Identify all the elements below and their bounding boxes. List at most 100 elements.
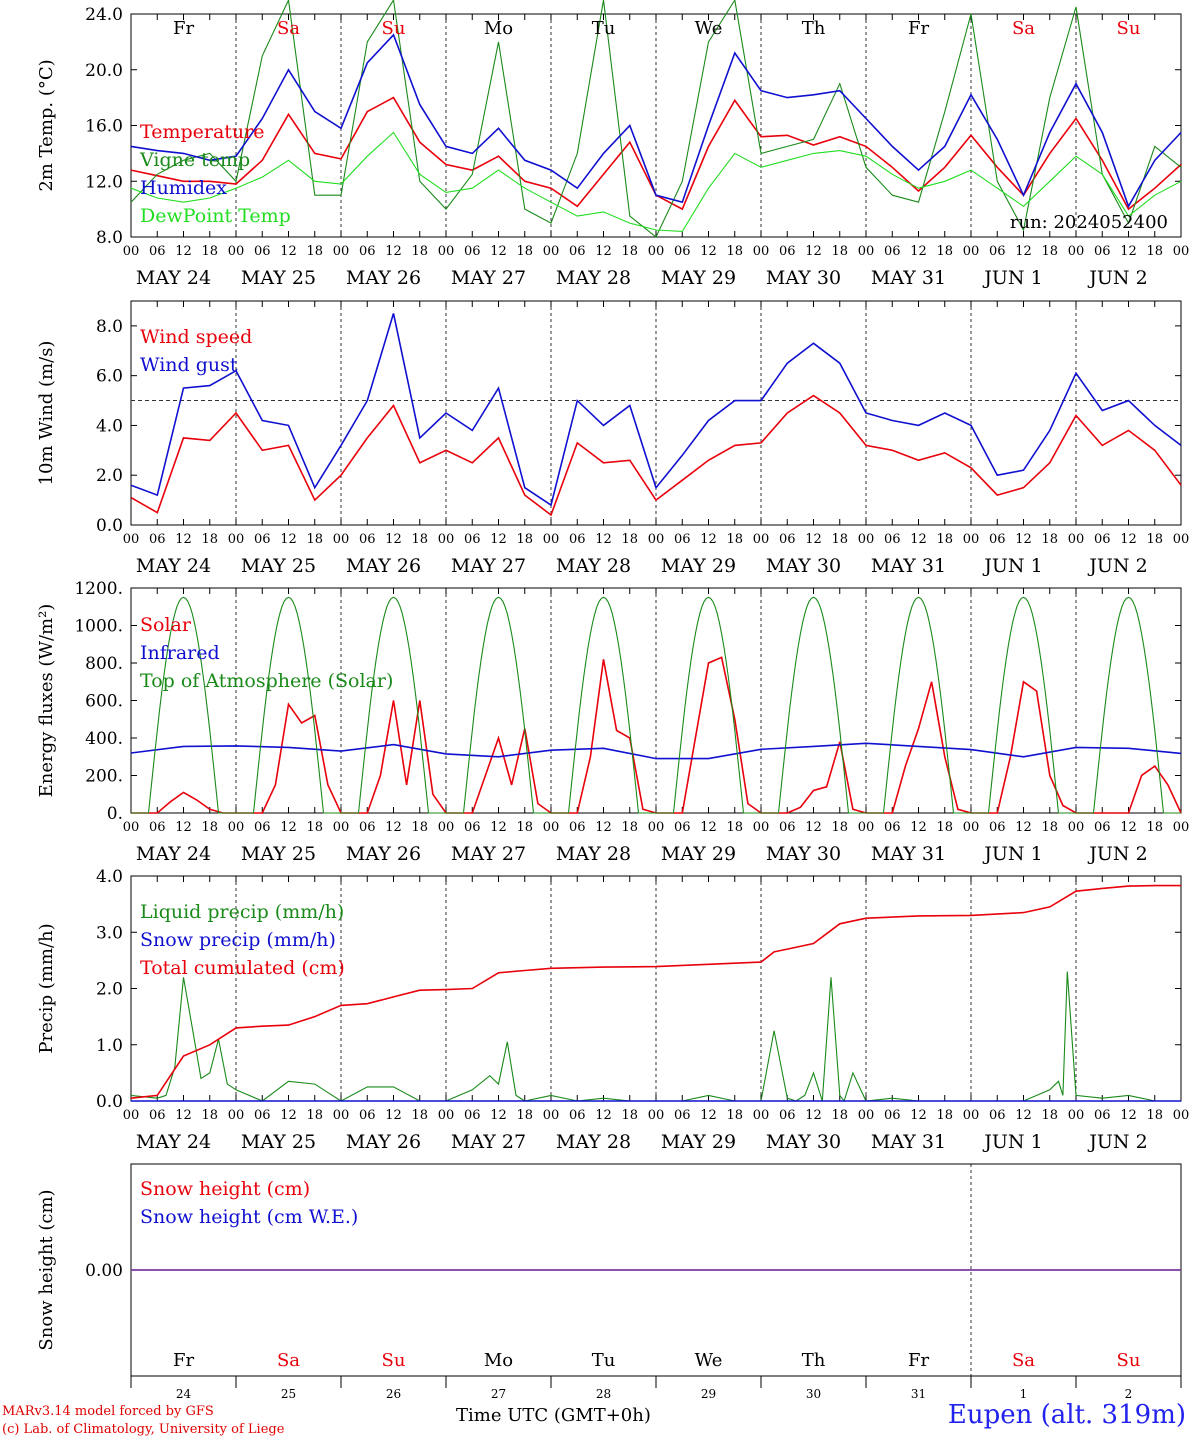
hour-label: 18 — [1041, 820, 1058, 835]
hour-label: 06 — [779, 532, 796, 547]
weekday-label: Fr — [173, 18, 194, 39]
hour-label: 12 — [280, 1108, 297, 1123]
day-number-label: 29 — [701, 1387, 716, 1401]
hour-label: 00 — [438, 532, 455, 547]
hour-label: 00 — [228, 1108, 245, 1123]
hour-label: 12 — [280, 532, 297, 547]
legend-item: Wind speed — [140, 326, 252, 348]
date-label: MAY 31 — [871, 843, 946, 865]
legend-item: Snow height (cm W.E.) — [140, 1206, 358, 1228]
hour-label: 18 — [621, 244, 638, 259]
hour-label: 18 — [306, 820, 323, 835]
hour-label: 00 — [333, 244, 350, 259]
y-axis-label: 2m Temp. (°C) — [36, 59, 57, 191]
hour-label: 12 — [805, 532, 822, 547]
weekday-label: Su — [1117, 18, 1141, 39]
hour-label: 06 — [674, 1108, 691, 1123]
hour-label: 12 — [595, 244, 612, 259]
hour-label: 06 — [674, 244, 691, 259]
hour-label: 12 — [700, 244, 717, 259]
hour-label: 18 — [831, 1108, 848, 1123]
day-number-label: 2 — [1125, 1387, 1133, 1401]
series-line-total-cumulated-cm- — [130, 884, 1181, 1099]
hour-label: 18 — [936, 244, 953, 259]
y-axis-label: Snow height (cm) — [36, 1189, 57, 1350]
date-label: MAY 25 — [241, 1131, 316, 1153]
hour-label: 18 — [726, 244, 743, 259]
legend-item: Total cumulated (cm) — [140, 957, 345, 979]
weekday-label: Sa — [1012, 1350, 1035, 1371]
weekday-label: We — [695, 1350, 723, 1371]
date-label: MAY 31 — [871, 1131, 946, 1153]
y-tick-label: 200. — [85, 767, 123, 787]
hour-label: 00 — [228, 244, 245, 259]
legend-item: Liquid precip (mm/h) — [140, 901, 344, 923]
date-label: MAY 29 — [661, 843, 736, 865]
date-label: JUN 1 — [982, 267, 1042, 289]
hour-label: 06 — [149, 532, 166, 547]
date-label: JUN 1 — [982, 843, 1042, 865]
day-number-label: 27 — [491, 1387, 506, 1401]
hour-label: 06 — [989, 820, 1006, 835]
hour-label: 06 — [464, 532, 481, 547]
y-tick-label: 0.0 — [96, 1092, 123, 1112]
hour-label: 06 — [149, 244, 166, 259]
hour-label: 12 — [805, 244, 822, 259]
day-number-label: 26 — [386, 1387, 401, 1401]
hour-label: 18 — [516, 244, 533, 259]
day-number-label: 30 — [806, 1387, 821, 1401]
hour-label: 00 — [963, 1108, 980, 1123]
hour-label: 18 — [726, 820, 743, 835]
day-number-label: 25 — [281, 1387, 296, 1401]
hour-label: 12 — [595, 1108, 612, 1123]
weekday-label: Th — [802, 1350, 826, 1371]
legend-item: Top of Atmosphere (Solar) — [140, 670, 393, 692]
legend-item: Snow height (cm) — [140, 1178, 310, 1200]
series-line-vigne-temp — [130, 0, 1182, 238]
hour-label: 18 — [516, 820, 533, 835]
hour-label: 12 — [1120, 1108, 1137, 1123]
hour-label: 00 — [753, 244, 770, 259]
hour-label: 18 — [831, 532, 848, 547]
y-tick-label: 1200. — [74, 579, 123, 599]
date-label: MAY 24 — [136, 1131, 211, 1153]
hour-label: 12 — [1015, 244, 1032, 259]
hour-label: 18 — [621, 1108, 638, 1123]
y-tick-label: 2.0 — [96, 466, 123, 486]
hour-label: 12 — [385, 532, 402, 547]
hour-label: 06 — [1094, 1108, 1111, 1123]
hour-label: 00 — [963, 532, 980, 547]
hour-label: 18 — [621, 532, 638, 547]
legend-item: Vigne temp — [139, 149, 250, 171]
panel-frame-2 — [130, 587, 1182, 814]
hour-label: 00 — [963, 820, 980, 835]
date-label: JUN 1 — [982, 1131, 1042, 1153]
series-line-top-of-atmosphere-solar- — [131, 596, 1181, 814]
date-label: MAY 31 — [871, 555, 946, 577]
hour-label: 00 — [228, 820, 245, 835]
date-label: MAY 30 — [766, 1131, 841, 1153]
y-axis-label: Energy fluxes (W/m²) — [36, 604, 57, 798]
hour-label: 00 — [543, 1108, 560, 1123]
date-label: MAY 28 — [556, 843, 631, 865]
date-label: JUN 2 — [1087, 267, 1147, 289]
weekday-label: Fr — [908, 18, 929, 39]
hour-label: 12 — [280, 244, 297, 259]
y-tick-label: 0.0 — [96, 516, 123, 536]
panel-frame-0 — [130, 13, 1182, 238]
hour-label: 06 — [884, 532, 901, 547]
y-tick-label: 3.0 — [96, 923, 123, 943]
hour-label: 00 — [648, 1108, 665, 1123]
y-tick-label: 0. — [107, 804, 123, 824]
hour-label: 00 — [858, 244, 875, 259]
date-label: MAY 24 — [136, 555, 211, 577]
hour-label: 00 — [333, 1108, 350, 1123]
hour-label: 18 — [1146, 532, 1163, 547]
hour-label: 18 — [306, 532, 323, 547]
date-label: MAY 24 — [136, 267, 211, 289]
date-label: MAY 25 — [241, 843, 316, 865]
date-label: MAY 26 — [346, 267, 421, 289]
hour-label: 06 — [779, 244, 796, 259]
hour-label: 00 — [438, 820, 455, 835]
